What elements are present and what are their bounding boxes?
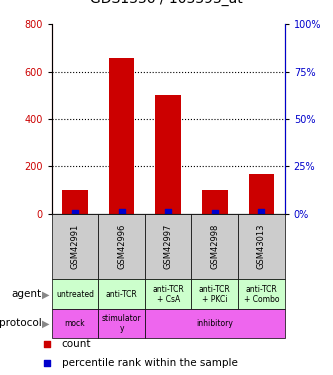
Bar — [52, 214, 98, 279]
Text: anti-TCR
+ PKCi: anti-TCR + PKCi — [199, 285, 231, 304]
Point — [119, 209, 124, 215]
Text: GSM42998: GSM42998 — [210, 224, 219, 269]
Bar — [109, 57, 134, 214]
Point — [184, 274, 189, 280]
Text: ▶: ▶ — [42, 318, 50, 328]
Text: GSM43013: GSM43013 — [257, 224, 266, 269]
Text: anti-TCR: anti-TCR — [106, 290, 138, 299]
Bar — [238, 214, 285, 279]
Text: GSM42991: GSM42991 — [70, 224, 80, 269]
Text: anti-TCR
+ Combo: anti-TCR + Combo — [244, 285, 279, 304]
Point — [212, 210, 217, 216]
Text: count: count — [62, 339, 91, 349]
Text: mock: mock — [65, 319, 85, 328]
Text: inhibitory: inhibitory — [196, 319, 233, 328]
Bar — [98, 309, 145, 338]
Text: anti-TCR
+ CsA: anti-TCR + CsA — [152, 285, 184, 304]
Text: percentile rank within the sample: percentile rank within the sample — [62, 358, 238, 368]
Text: agent: agent — [12, 290, 42, 299]
Bar — [155, 95, 181, 214]
Text: GSM42996: GSM42996 — [117, 224, 126, 269]
Text: ▶: ▶ — [42, 290, 50, 299]
Bar — [145, 309, 285, 338]
Bar — [98, 279, 145, 309]
Bar — [145, 279, 191, 309]
Point — [166, 209, 171, 215]
Bar — [52, 309, 98, 338]
Bar — [52, 279, 98, 309]
Point — [259, 209, 264, 215]
Text: stimulator
y: stimulator y — [102, 314, 141, 333]
Bar — [62, 190, 88, 214]
Bar — [238, 279, 285, 309]
Bar — [248, 174, 274, 214]
Bar — [98, 214, 145, 279]
Bar — [191, 279, 238, 309]
Bar — [191, 214, 238, 279]
Bar — [202, 190, 228, 214]
Point — [72, 210, 78, 216]
Text: protocol: protocol — [0, 318, 42, 328]
Text: GDS1336 / 103393_at: GDS1336 / 103393_at — [90, 0, 243, 6]
Bar — [145, 214, 191, 279]
Text: untreated: untreated — [56, 290, 94, 299]
Point — [184, 104, 189, 110]
Text: GSM42997: GSM42997 — [164, 224, 173, 269]
